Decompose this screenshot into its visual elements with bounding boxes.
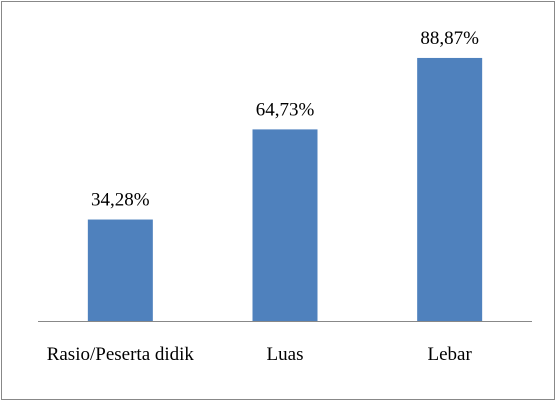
data-label: 34,28% — [91, 190, 150, 211]
bar — [417, 57, 483, 322]
bar — [252, 129, 318, 321]
data-label: 88,87% — [420, 28, 479, 49]
x-tick-label: Lebar — [427, 344, 472, 365]
x-tick-label: Luas — [266, 344, 304, 365]
x-tick-label: Rasio/Peserta didik — [46, 344, 194, 365]
data-label: 64,73% — [256, 99, 315, 120]
bar — [87, 219, 153, 321]
